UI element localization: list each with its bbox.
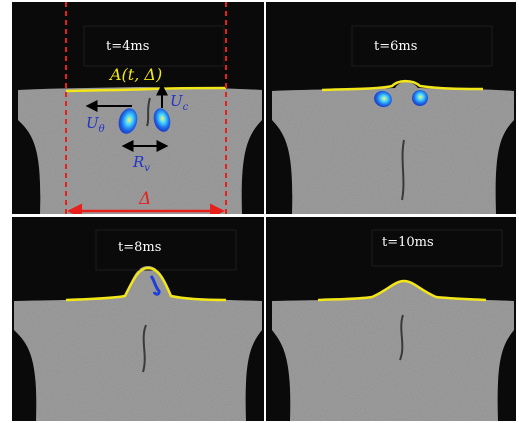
time-label: t=4ms [106, 39, 149, 54]
bubble-trace [401, 139, 405, 201]
panel-t8: t=8ms [12, 217, 264, 421]
width-label: Δ [138, 189, 151, 209]
bubble-trace [146, 97, 151, 127]
panel-t6: t=6ms [266, 2, 516, 214]
interface-curve [65, 86, 227, 93]
panel-t4: t=4ms A(t, Δ) Uc Uθ Rv Δ [12, 2, 264, 219]
label-box [83, 25, 225, 67]
interface-curve [65, 266, 227, 302]
label-box [351, 25, 493, 67]
time-label: t=8ms [118, 240, 161, 255]
time-label: t=6ms [374, 39, 417, 54]
vortex-right [412, 89, 428, 106]
vortex-radius-label: Rv [132, 153, 150, 174]
interface-curve [321, 79, 484, 92]
label-box [95, 229, 237, 271]
vortex-left [374, 90, 392, 108]
vortex-right [153, 108, 171, 132]
bubble-trace [399, 314, 404, 361]
label-box [371, 229, 503, 267]
interface-curve [317, 279, 487, 302]
panel-t10: t=10ms [266, 217, 516, 421]
vortex-remnant [149, 275, 161, 296]
time-label: t=10ms [382, 235, 434, 250]
bubble-trace [142, 324, 147, 373]
axial-velocity-label: Uc [170, 92, 189, 113]
azimuthal-velocity-label: Uθ [86, 114, 105, 135]
vortex-left [118, 108, 138, 134]
interface-label: A(t, Δ) [108, 65, 162, 84]
